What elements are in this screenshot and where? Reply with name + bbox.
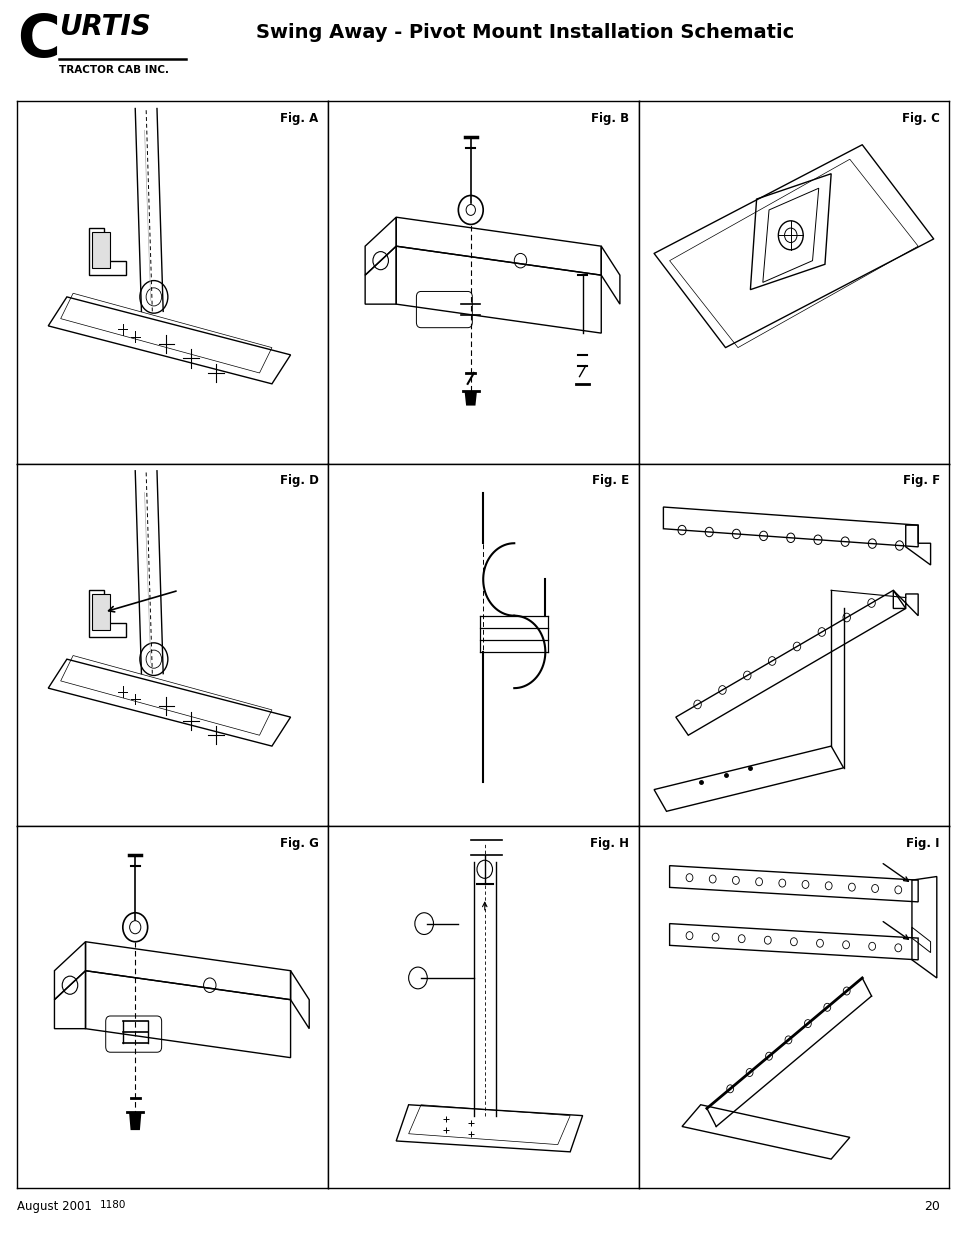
Text: Fig. B: Fig. B (591, 112, 629, 125)
Text: Swing Away - Pivot Mount Installation Schematic: Swing Away - Pivot Mount Installation Sc… (255, 23, 793, 42)
Text: C: C (17, 12, 60, 69)
Text: Fig. H: Fig. H (590, 836, 629, 850)
Text: Fig. A: Fig. A (280, 112, 318, 125)
Text: Fig. I: Fig. I (905, 836, 939, 850)
Text: Fig. E: Fig. E (592, 474, 629, 488)
Text: Fig. C: Fig. C (902, 112, 939, 125)
Polygon shape (129, 1112, 141, 1130)
Text: Fig. G: Fig. G (279, 836, 318, 850)
Polygon shape (91, 594, 111, 630)
Polygon shape (91, 232, 111, 268)
Text: Fig. F: Fig. F (902, 474, 939, 488)
Text: URTIS: URTIS (59, 14, 151, 41)
Text: August 2001: August 2001 (17, 1200, 91, 1213)
Text: 1180: 1180 (100, 1200, 127, 1210)
Text: TRACTOR CAB INC.: TRACTOR CAB INC. (59, 64, 169, 75)
Text: 20: 20 (923, 1200, 939, 1213)
Polygon shape (464, 391, 476, 405)
Text: Fig. D: Fig. D (279, 474, 318, 488)
